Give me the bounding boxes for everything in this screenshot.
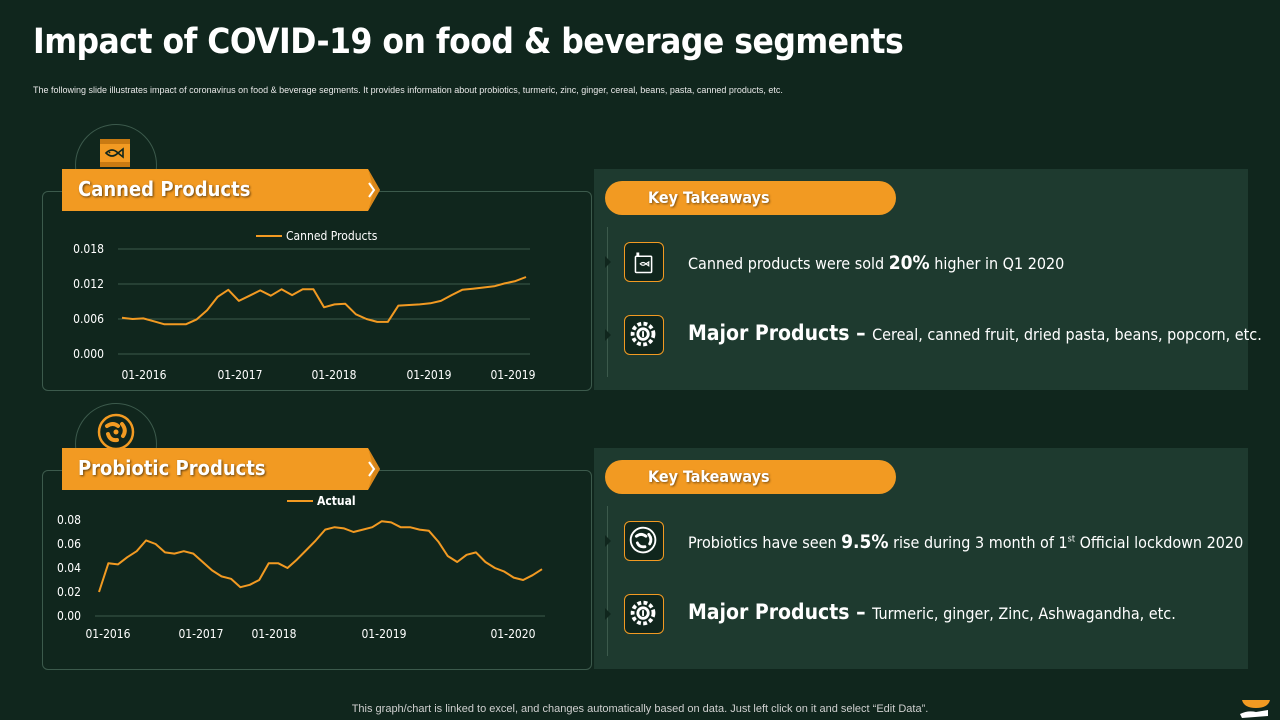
- canned-fish-icon: [100, 139, 130, 167]
- canned-y-tick-label: 0.006: [73, 312, 104, 326]
- page-title: Impact of COVID-19 on food & beverage se…: [33, 22, 904, 62]
- probiotic-stat-icon-box: [624, 521, 664, 561]
- canned-takeaways-divider: [607, 227, 608, 377]
- probiotic-legend-label: Actual: [317, 494, 356, 508]
- canned-major-pointer: [605, 329, 611, 341]
- probiotic-stat-pointer: [605, 535, 611, 547]
- probiotic-takeaways-panel: Key Takeaways Probiotics have seen 9.5% …: [594, 448, 1248, 669]
- canned-y-tick-label: 0.018: [73, 242, 104, 256]
- page-subtitle: The following slide illustrates impact o…: [33, 85, 783, 95]
- canned-key-takeaways-pill: Key Takeaways: [605, 181, 896, 215]
- canned-key-takeaways-label: Key Takeaways: [648, 188, 770, 207]
- canned-legend-label: Canned Products: [286, 229, 378, 243]
- canned-x-tick-label: 01-2017: [217, 368, 262, 382]
- canned-stat-icon-box: [624, 242, 664, 282]
- gear-icon: [630, 600, 656, 626]
- canned-x-tick-label: 01-2018: [311, 368, 356, 382]
- canned-y-tick-label: 0.012: [73, 277, 104, 291]
- probiotic-key-takeaways-pill: Key Takeaways: [605, 460, 896, 494]
- canned-products-chart: 0.000 0.006 0.012 0.018 01-2016 01-2017 01-201…: [73, 229, 536, 382]
- canned-series-line: [121, 276, 527, 326]
- probiotic-bacteria-icon: [97, 413, 135, 451]
- probiotic-x-tick-label: 01-2020: [490, 627, 535, 641]
- canned-stat-value: 20%: [888, 252, 930, 274]
- probiotic-major-label: Major Products: [688, 600, 850, 624]
- probiotic-series-line: [98, 520, 543, 593]
- probiotic-major-list: Turmeric, ginger, Zinc, Ashwagandha, etc…: [872, 604, 1176, 623]
- hand-logo-icon: [1240, 700, 1270, 718]
- canned-x-tick-label: 01-2016: [121, 368, 166, 382]
- probiotic-x-tick-label: 01-2018: [251, 627, 296, 641]
- canned-x-tick-label: 01-2019: [406, 368, 451, 382]
- canned-major-text: Major Products – Cereal, canned fruit, d…: [688, 321, 1262, 345]
- probiotic-y-tick-label: 0.02: [57, 585, 81, 599]
- canned-major-list: Cereal, canned fruit, dried pasta, beans…: [872, 325, 1262, 344]
- probiotic-x-tick-label: 01-2019: [361, 627, 406, 641]
- probiotic-major-icon-box: [624, 594, 664, 634]
- footer-note: This graph/chart is linked to excel, and…: [351, 703, 929, 715]
- canned-major-icon-box: [624, 315, 664, 355]
- gear-icon: [630, 321, 656, 347]
- probiotic-key-takeaways-label: Key Takeaways: [648, 467, 770, 486]
- bacteria-icon: [629, 526, 657, 554]
- probiotic-x-tick-label: 01-2017: [178, 627, 223, 641]
- probiotic-y-tick-label: 0.04: [57, 561, 81, 575]
- probiotic-takeaways-divider: [607, 506, 608, 656]
- canned-major-label: Major Products: [688, 321, 850, 345]
- canned-products-banner: [62, 169, 380, 211]
- canned-takeaways-panel: Key Takeaways Canned products were sold …: [594, 169, 1262, 390]
- probiotic-y-tick-label: 0.06: [57, 537, 81, 551]
- probiotic-stat-value: 9.5%: [841, 531, 889, 553]
- probiotic-major-pointer: [605, 608, 611, 620]
- canned-y-tick-label: 0.000: [73, 347, 104, 361]
- canned-products-panel: [42, 191, 592, 391]
- canned-x-tick-label: 01-2019: [490, 368, 535, 382]
- canned-stat-text: Canned products were sold 20% higher in …: [688, 252, 1065, 274]
- probiotic-products-chart: 0.00 0.02 0.04 0.06 0.08 01-2016 01-2017 01-201…: [57, 494, 545, 641]
- probiotic-x-tick-label: 01-2016: [85, 627, 130, 641]
- probiotic-major-text: Major Products – Turmeric, ginger, Zinc,…: [688, 600, 1176, 624]
- probiotic-stat-text: Probiotics have seen 9.5% rise during 3 …: [688, 531, 1244, 553]
- probiotic-y-tick-label: 0.00: [57, 609, 81, 623]
- canned-can-icon: [634, 252, 653, 274]
- probiotic-products-banner: [62, 448, 380, 490]
- canned-stat-pointer: [605, 256, 611, 268]
- probiotic-y-tick-label: 0.08: [57, 513, 81, 527]
